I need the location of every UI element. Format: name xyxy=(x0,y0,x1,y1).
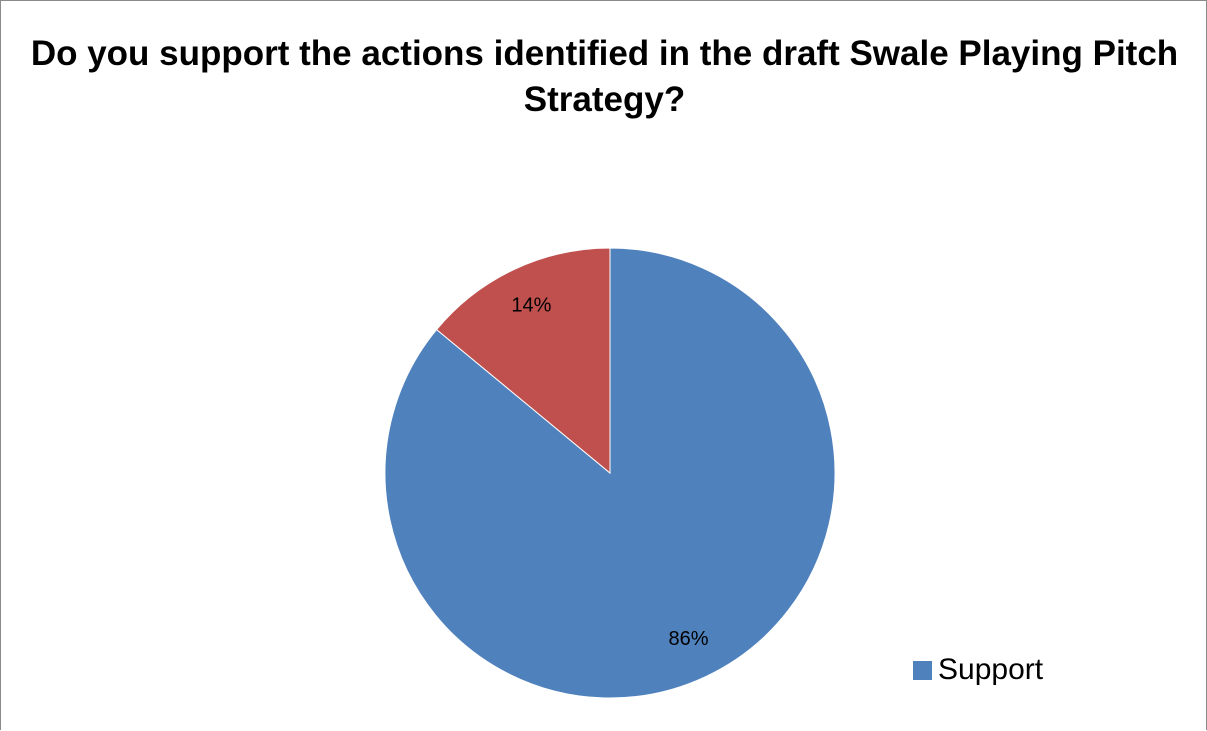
legend-label-support: Support xyxy=(938,653,1044,686)
pie-data-label-0: 86% xyxy=(669,628,709,650)
chart-title: Do you support the actions identified in… xyxy=(30,34,1179,119)
legend-swatch-support xyxy=(913,660,932,680)
pie-labels: 86% 14% xyxy=(511,294,708,650)
pie-slice-1 xyxy=(435,247,611,475)
pie-data-label-1: 14% xyxy=(511,294,551,316)
legend: Support xyxy=(913,653,1043,687)
pie-slices xyxy=(384,247,836,699)
